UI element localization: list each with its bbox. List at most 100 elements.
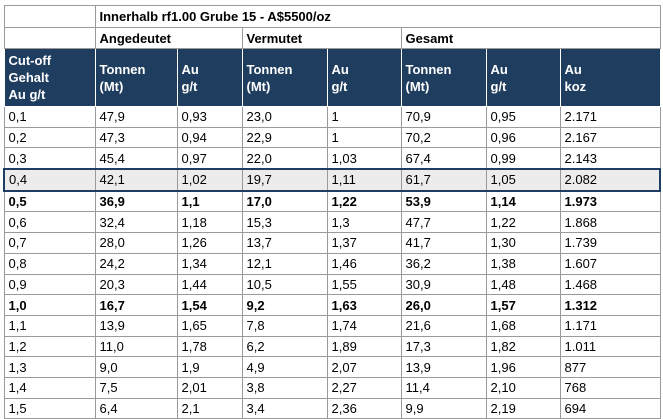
cell-total-tonnes: 41,7 [400, 232, 487, 254]
cell-total-tonnes: 13,9 [400, 356, 487, 378]
cell-total-ounces: 2.143 [559, 147, 661, 170]
cell-total-ounces: 1.011 [559, 335, 661, 358]
cell-total-tonnes: 67,4 [400, 147, 487, 170]
cell-cutoff-grade: 1,1 [3, 314, 96, 337]
cell-total-grade: 2,10 [485, 376, 561, 399]
cell-indicated-tonnes: 11,0 [94, 335, 178, 358]
cell-indicated-grade: 0,93 [176, 106, 243, 128]
header-total-grade: Au g/t [485, 48, 561, 107]
cell-total-ounces: 2.171 [559, 106, 661, 128]
cell-cutoff-grade: 0,8 [3, 252, 96, 275]
cell-cutoff-grade: 1,5 [3, 397, 96, 419]
cell-inferred-tonnes: 4,9 [241, 356, 328, 378]
cell-total-ounces: 1.868 [559, 211, 661, 234]
header-indicated-tonnes: Tonnen (Mt) [94, 48, 178, 107]
table-row: 0,4 42,1 1,02 19,7 1,11 61,7 1,05 2.082 [3, 168, 662, 192]
cell-indicated-grade: 0,97 [176, 147, 243, 170]
cell-total-ounces: 1.607 [559, 252, 661, 275]
cell-indicated-tonnes: 45,4 [94, 147, 178, 170]
cell-inferred-grade: 1,55 [326, 273, 402, 296]
header-line: (Mt) [246, 78, 271, 94]
cell-total-ounces: 2.082 [559, 168, 662, 192]
cell-indicated-tonnes: 47,9 [94, 106, 178, 128]
cell-indicated-grade: 0,94 [176, 126, 243, 149]
header-line: Au [331, 61, 349, 77]
cell-total-tonnes: 36,2 [400, 252, 487, 275]
cell-inferred-tonnes: 12,1 [241, 252, 328, 275]
cell-total-grade: 1,96 [485, 356, 561, 378]
cell-total-grade: 1,82 [485, 335, 561, 358]
header-inferred-grade: Au g/t [326, 48, 402, 107]
cell-total-tonnes: 17,3 [400, 335, 487, 358]
cell-indicated-tonnes: 28,0 [94, 232, 178, 254]
cell-total-grade: 0,96 [485, 126, 561, 149]
cell-total-ounces: 694 [559, 397, 661, 419]
header-line: Au [490, 61, 508, 77]
cell-inferred-grade: 1 [326, 106, 402, 128]
cell-total-tonnes: 9,9 [400, 397, 487, 419]
cell-inferred-tonnes: 3,8 [241, 376, 328, 399]
column-header-row: Cut-off Gehalt Au g/t Tonnen (Mt) Au g/t Tonnen… [3, 48, 661, 107]
cell-total-grade: 1,30 [485, 232, 561, 254]
header-cutoff-grade: Cut-off Gehalt Au g/t [3, 48, 96, 107]
cell-cutoff-grade: 1,0 [3, 294, 96, 316]
table-row: 0,8 24,2 1,34 12,1 1,46 36,2 1,38 1.607 [3, 252, 661, 275]
cell-total-tonnes: 70,9 [400, 106, 487, 128]
cell-indicated-grade: 1,65 [176, 314, 243, 337]
cell-inferred-grade: 2,27 [326, 376, 402, 399]
header-line: (Mt) [99, 78, 124, 94]
cell-total-grade: 1,14 [485, 190, 561, 213]
table-row: 0,2 47,3 0,94 22,9 1 70,2 0,96 2.167 [3, 126, 661, 149]
table-row: 1,5 6,4 2,1 3,4 2,36 9,9 2,19 694 [3, 397, 661, 419]
cell-total-tonnes: 70,2 [400, 126, 487, 149]
cell-inferred-grade: 2,07 [326, 356, 402, 378]
cell-cutoff-grade: 0,3 [3, 147, 96, 170]
cell-inferred-tonnes: 13,7 [241, 232, 328, 254]
header-line: (Mt) [405, 78, 430, 94]
cell-inferred-grade: 1,37 [326, 232, 402, 254]
cell-indicated-tonnes: 13,9 [94, 314, 178, 337]
cell-indicated-grade: 1,78 [176, 335, 243, 358]
header-line: Gehalt [8, 70, 49, 85]
header-line: Au [564, 61, 582, 77]
header-line: g/t [490, 78, 507, 94]
header-line: Au [181, 61, 199, 77]
header-inferred-tonnes: Tonnen (Mt) [241, 48, 328, 107]
cell-indicated-tonnes: 24,2 [94, 252, 178, 275]
cell-inferred-tonnes: 22,0 [241, 147, 328, 170]
table-row: 0,7 28,0 1,26 13,7 1,37 41,7 1,30 1.739 [3, 232, 661, 254]
table-row: 1,0 16,7 1,54 9,2 1,63 26,0 1,57 1.312 [3, 294, 661, 316]
cell-total-ounces: 1.973 [559, 190, 661, 213]
group-header-indicated: Angedeutet [94, 27, 243, 49]
header-total-tonnes: Tonnen (Mt) [400, 48, 487, 107]
cell-indicated-tonnes: 9,0 [94, 356, 178, 378]
cell-inferred-grade: 1,74 [326, 314, 402, 337]
cell-inferred-grade: 1,46 [326, 252, 402, 275]
table-row: 1,3 9,0 1,9 4,9 2,07 13,9 1,96 877 [3, 356, 661, 378]
cell-inferred-grade: 1 [326, 126, 402, 149]
cell-indicated-grade: 1,1 [176, 190, 243, 213]
header-line: g/t [331, 78, 348, 94]
table-row: 0,5 36,9 1,1 17,0 1,22 53,9 1,14 1.973 [3, 190, 661, 213]
cell-inferred-tonnes: 9,2 [241, 294, 328, 316]
cell-indicated-tonnes: 6,4 [94, 397, 178, 419]
cell-cutoff-grade: 1,2 [3, 335, 96, 358]
cell-total-tonnes: 47,7 [400, 211, 487, 234]
cell-indicated-tonnes: 36,9 [94, 190, 178, 213]
cell-total-ounces: 1.468 [559, 273, 661, 296]
cell-indicated-grade: 1,9 [176, 356, 243, 378]
cell-cutoff-grade: 1,4 [3, 376, 96, 399]
cell-inferred-grade: 1,89 [326, 335, 402, 358]
cell-inferred-grade: 1,11 [326, 168, 402, 192]
group-header-row: Angedeutet Vermutet Gesamt [3, 27, 661, 49]
cell-total-grade: 1,57 [485, 294, 561, 316]
cell-cutoff-grade: 0,4 [3, 168, 96, 192]
cell-indicated-tonnes: 7,5 [94, 376, 178, 399]
table-title: Innerhalb rf1.00 Grube 15 - A$5500/oz [94, 5, 661, 28]
cell-indicated-grade: 1,34 [176, 252, 243, 275]
cell-cutoff-grade: 0,2 [3, 126, 96, 149]
table-row: 0,3 45,4 0,97 22,0 1,03 67,4 0,99 2.143 [3, 147, 661, 170]
cell-total-grade: 1,38 [485, 252, 561, 275]
cell-indicated-tonnes: 20,3 [94, 273, 178, 296]
cell-indicated-grade: 1,44 [176, 273, 243, 296]
